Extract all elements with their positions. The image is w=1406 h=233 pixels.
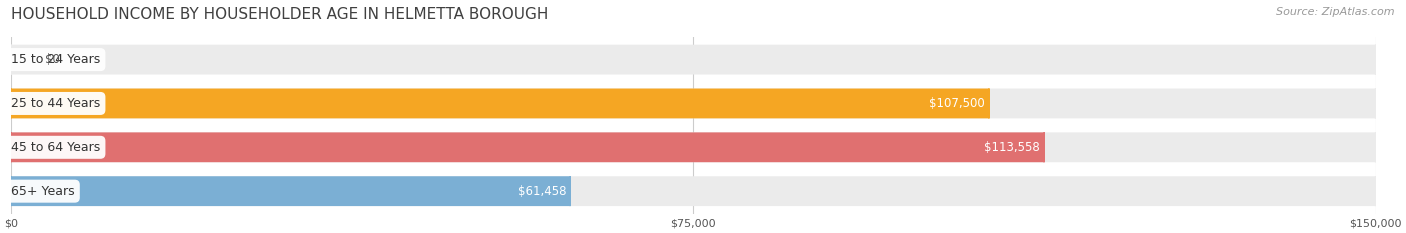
Text: 65+ Years: 65+ Years [11, 185, 75, 198]
FancyBboxPatch shape [11, 45, 1375, 75]
FancyBboxPatch shape [11, 176, 1375, 206]
FancyBboxPatch shape [11, 176, 571, 206]
Text: 25 to 44 Years: 25 to 44 Years [11, 97, 100, 110]
Text: HOUSEHOLD INCOME BY HOUSEHOLDER AGE IN HELMETTA BOROUGH: HOUSEHOLD INCOME BY HOUSEHOLDER AGE IN H… [11, 7, 548, 22]
FancyBboxPatch shape [11, 132, 1045, 162]
FancyBboxPatch shape [11, 89, 988, 118]
Text: $61,458: $61,458 [517, 185, 567, 198]
Text: $113,558: $113,558 [984, 141, 1040, 154]
FancyBboxPatch shape [11, 89, 1375, 118]
Text: $107,500: $107,500 [929, 97, 986, 110]
Text: Source: ZipAtlas.com: Source: ZipAtlas.com [1277, 7, 1395, 17]
Text: 45 to 64 Years: 45 to 64 Years [11, 141, 100, 154]
FancyBboxPatch shape [11, 132, 1375, 162]
Text: $0: $0 [45, 53, 60, 66]
Text: 15 to 24 Years: 15 to 24 Years [11, 53, 100, 66]
